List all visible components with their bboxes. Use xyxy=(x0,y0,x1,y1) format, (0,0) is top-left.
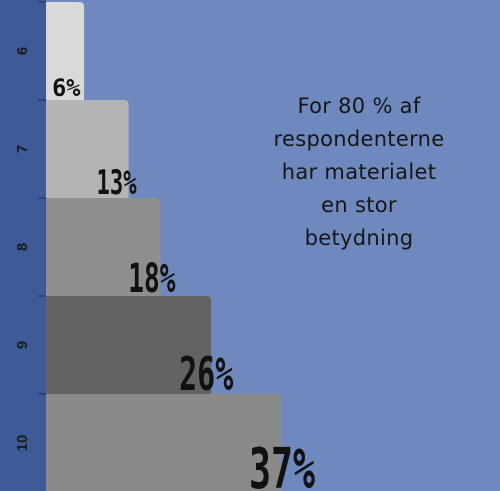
category-axis-band xyxy=(0,0,46,491)
value-label-8: 18% xyxy=(128,256,175,302)
category-label-10: 10 xyxy=(14,435,31,452)
annotation-line-5: betydning xyxy=(304,226,414,250)
value-label-6: 6% xyxy=(52,74,81,102)
category-label-6: 6 xyxy=(14,47,31,55)
category-label-7: 7 xyxy=(14,145,31,153)
annotation-line-3: har materialet xyxy=(281,160,437,184)
annotation-line-1: For 80 % af xyxy=(297,94,421,118)
annotation-text: For 80 % af respondenterne har materiale… xyxy=(244,90,474,255)
bar-6 xyxy=(46,2,85,100)
bar-7 xyxy=(46,100,129,198)
category-label-9: 9 xyxy=(14,341,31,349)
value-labels: 6% 13% 18%26% 37% xyxy=(52,74,315,491)
value-label-7: 13% xyxy=(97,163,137,203)
category-axis-ticks xyxy=(38,1,46,395)
annotation-line-4: en stor xyxy=(321,193,397,217)
bar-10 xyxy=(46,394,281,491)
value-label-9: 26% xyxy=(179,347,233,401)
bar-8 xyxy=(46,198,161,296)
bars-group xyxy=(46,2,281,491)
annotation-line-2: respondenterne xyxy=(273,127,445,151)
bar-9 xyxy=(46,296,212,394)
category-label-8: 8 xyxy=(14,243,31,251)
value-label-10: 37% xyxy=(249,437,315,491)
category-tick-labels: 6 7 8 9 10 xyxy=(14,47,31,452)
